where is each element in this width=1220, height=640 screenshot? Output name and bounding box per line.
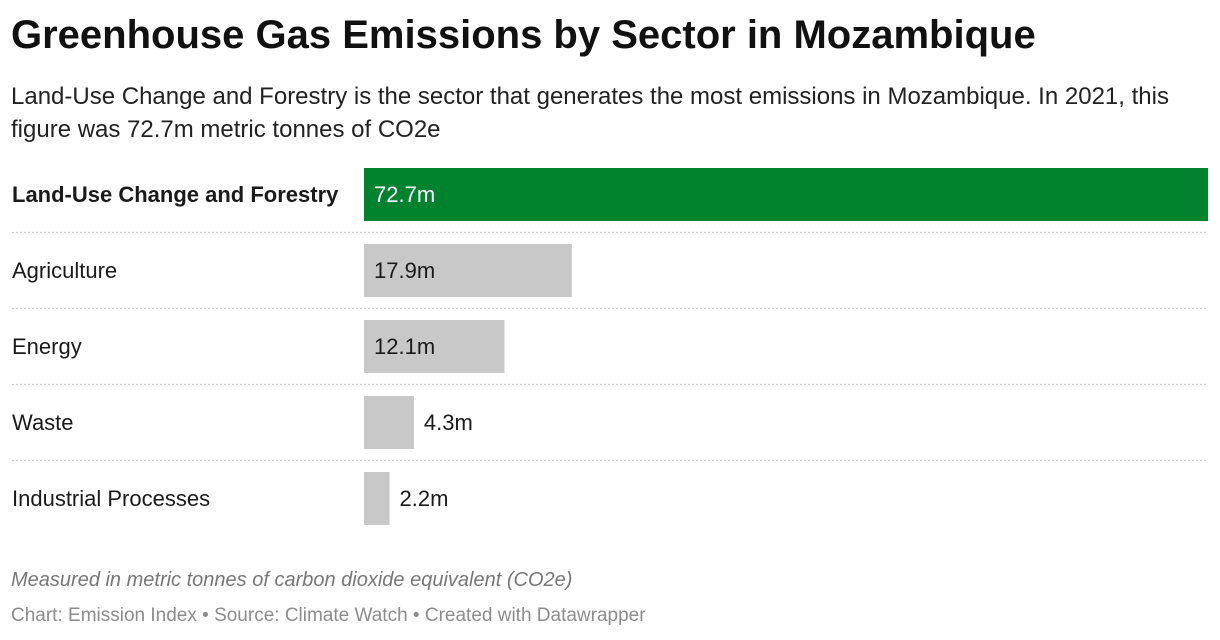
- chart-subtitle: Land-Use Change and Forestry is the sect…: [11, 83, 1169, 143]
- category-label-energy: Energy: [12, 334, 82, 359]
- value-label-waste: 4.3m: [424, 410, 473, 435]
- category-label-waste: Waste: [12, 410, 74, 435]
- source-credit: Chart: Emission Index • Source: Climate …: [11, 605, 646, 626]
- value-label-industrial-processes: 2.2m: [400, 486, 449, 511]
- bar-waste: [364, 396, 414, 449]
- bar-agriculture: [364, 244, 572, 297]
- value-label-land-use-change-and-forestry: 72.7m: [374, 182, 435, 207]
- measurement-note: Measured in metric tonnes of carbon diox…: [11, 569, 573, 591]
- value-label-agriculture: 17.9m: [374, 258, 435, 283]
- bar-energy: [364, 320, 505, 373]
- category-label-land-use-change-and-forestry: Land-Use Change and Forestry: [12, 182, 339, 207]
- bar-industrial-processes: [364, 472, 390, 525]
- bar-land-use-change-and-forestry: [364, 168, 1208, 221]
- category-label-industrial-processes: Industrial Processes: [12, 486, 210, 511]
- category-label-agriculture: Agriculture: [12, 258, 117, 283]
- value-label-energy: 12.1m: [374, 334, 435, 359]
- chart-title: Greenhouse Gas Emissions by Sector in Mo…: [11, 13, 1036, 57]
